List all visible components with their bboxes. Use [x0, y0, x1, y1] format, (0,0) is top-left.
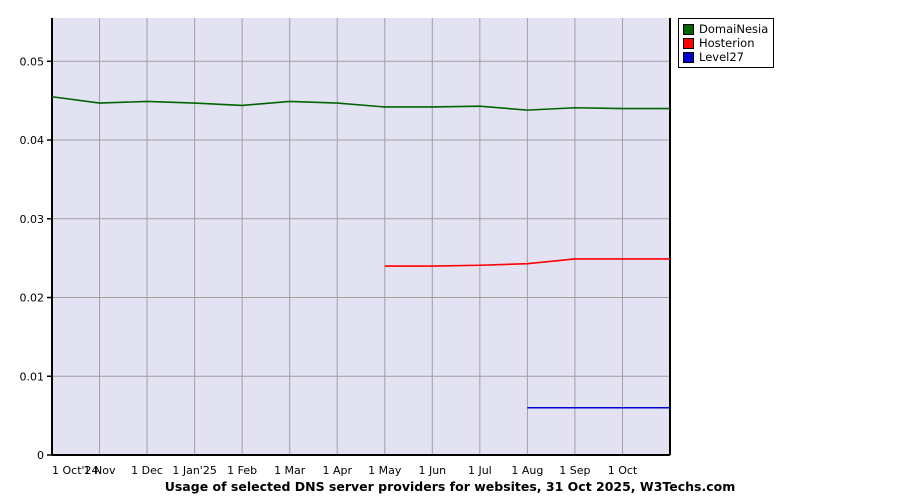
legend-swatch-level27: [683, 51, 694, 63]
y-axis-tick-label: 0.02: [20, 292, 45, 305]
chart-caption: Usage of selected DNS server providers f…: [164, 479, 736, 494]
legend-label-level27: Level27: [699, 50, 744, 64]
x-axis-tick-label: 1 Jul: [468, 464, 492, 477]
y-axis-tick-label: 0.05: [20, 55, 45, 68]
legend-swatch-domainesia: [683, 23, 694, 35]
x-axis-tick-label: 1 Dec: [131, 464, 163, 477]
legend-item-hosterion: Hosterion: [683, 36, 768, 50]
legend-label-domainesia: DomaiNesia: [699, 22, 769, 36]
series-line-hosterion: [384, 258, 670, 267]
x-axis-tick-label: 1 Aug: [511, 464, 543, 477]
legend-item-level27: Level27: [683, 50, 768, 64]
y-axis-tick-label: 0.03: [20, 213, 45, 226]
y-axis-tick-label: 0.04: [20, 134, 45, 147]
y-axis-tick-label: 0.01: [20, 370, 45, 383]
x-axis-tick-label: 1 Apr: [322, 464, 352, 477]
legend-swatch-hosterion: [683, 37, 694, 49]
x-axis-tick-label: 1 May: [368, 464, 402, 477]
legend-item-domainesia: DomaiNesia: [683, 22, 768, 36]
y-axis-tick-label: 0: [37, 449, 44, 462]
x-axis-tick-label: 1 Feb: [227, 464, 257, 477]
legend-label-hosterion: Hosterion: [699, 36, 755, 50]
series-line-domainesia: [51, 95, 670, 111]
x-axis-tick-label: 1 Mar: [274, 464, 306, 477]
x-axis-tick-label: 1 Oct'24: [52, 464, 99, 477]
x-axis-tick-label: 1 Sep: [559, 464, 590, 477]
x-axis-tick-label: 1 Jan'25: [172, 464, 216, 477]
x-axis-tick-label: 1 Oct: [608, 464, 638, 477]
chart-legend: DomaiNesia Hosterion Level27: [678, 18, 775, 68]
x-axis-tick-label: 1 Jun: [418, 464, 446, 477]
x-axis-tick-label: 1 Nov: [84, 464, 116, 477]
